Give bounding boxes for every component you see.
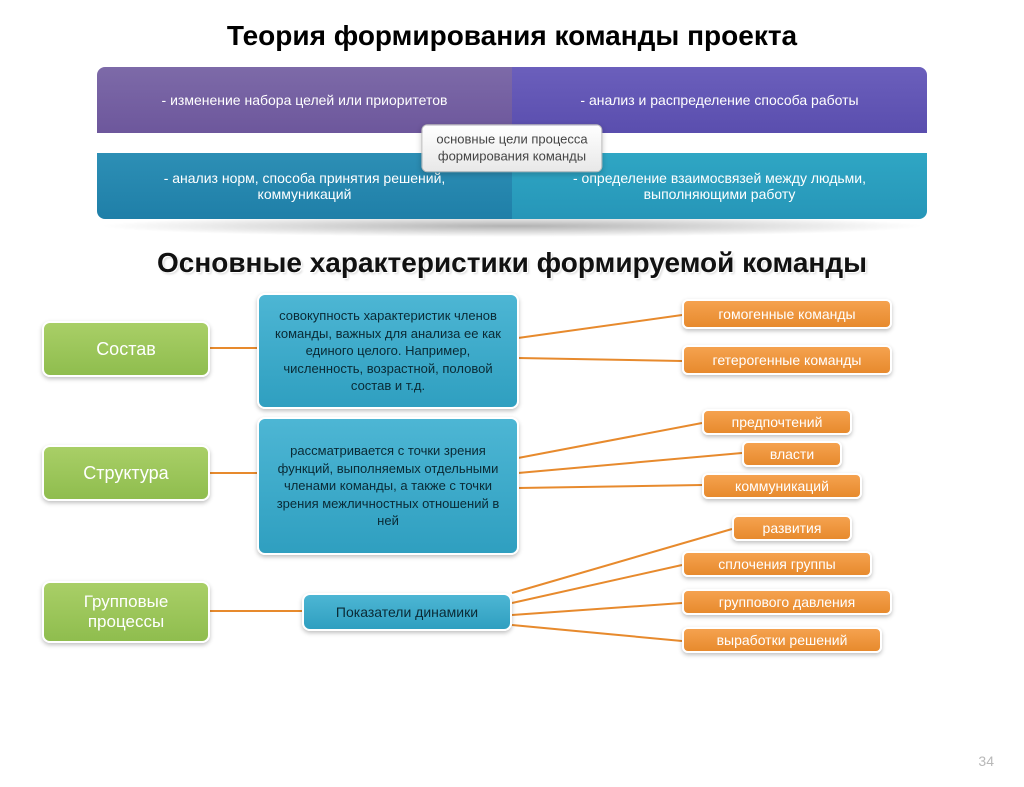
row3-item-1: развития: [732, 515, 852, 541]
sub-title: Основные характеристики формируемой кома…: [0, 247, 1024, 279]
row3-description: Показатели динамики: [302, 593, 512, 631]
quad-center-l1: основные цели процесса: [436, 131, 587, 146]
quad-top-left: - изменение набора целей или приоритетов: [97, 67, 512, 133]
quad-top-right: - анализ и распределение способа работы: [512, 67, 927, 133]
row3-category: Групповые процессы: [42, 581, 210, 643]
main-title: Теория формирования команды проекта: [0, 20, 1024, 52]
quad-center-l2: формирования команды: [438, 148, 586, 163]
quad-center-label: основные цели процесса формирования кома…: [421, 124, 602, 172]
row3-item-3: группового давления: [682, 589, 892, 615]
row1-description: совокупность характеристик членов команд…: [257, 293, 519, 409]
row2-item-3: коммуникаций: [702, 473, 862, 499]
row2-item-1: предпочтений: [702, 409, 852, 435]
row1-item-2: гетерогенные команды: [682, 345, 892, 375]
goals-quadrant: - изменение набора целей или приоритетов…: [97, 67, 927, 237]
row1-category: Состав: [42, 321, 210, 377]
row3-item-4: выработки решений: [682, 627, 882, 653]
row1-item-1: гомогенные команды: [682, 299, 892, 329]
row2-item-2: власти: [742, 441, 842, 467]
row3-item-2: сплочения группы: [682, 551, 872, 577]
characteristics-rows: Состав совокупность характеристик членов…: [42, 293, 982, 713]
row2-category: Структура: [42, 445, 210, 501]
row2-description: рассматривается с точки зрения функций, …: [257, 417, 519, 555]
